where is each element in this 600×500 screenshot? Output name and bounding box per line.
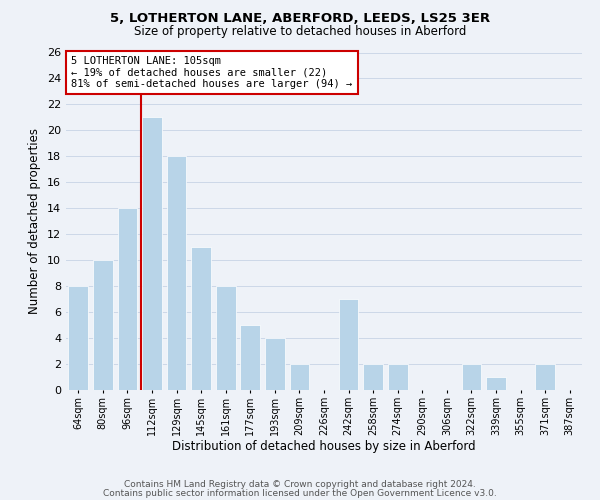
Bar <box>142 118 162 390</box>
Text: Contains HM Land Registry data © Crown copyright and database right 2024.: Contains HM Land Registry data © Crown c… <box>124 480 476 489</box>
Text: 5, LOTHERTON LANE, ABERFORD, LEEDS, LS25 3ER: 5, LOTHERTON LANE, ABERFORD, LEEDS, LS25… <box>110 12 490 26</box>
Bar <box>118 208 137 390</box>
Bar <box>388 364 407 390</box>
Y-axis label: Number of detached properties: Number of detached properties <box>28 128 41 314</box>
Bar <box>191 247 211 390</box>
Bar <box>167 156 187 390</box>
Bar <box>290 364 309 390</box>
Text: 5 LOTHERTON LANE: 105sqm
← 19% of detached houses are smaller (22)
81% of semi-d: 5 LOTHERTON LANE: 105sqm ← 19% of detach… <box>71 56 352 89</box>
Text: Contains public sector information licensed under the Open Government Licence v3: Contains public sector information licen… <box>103 488 497 498</box>
Bar <box>265 338 284 390</box>
Bar <box>486 377 506 390</box>
Bar <box>241 325 260 390</box>
Bar <box>461 364 481 390</box>
Bar <box>216 286 236 390</box>
Bar <box>364 364 383 390</box>
Text: Size of property relative to detached houses in Aberford: Size of property relative to detached ho… <box>134 25 466 38</box>
Bar <box>535 364 555 390</box>
Bar <box>339 299 358 390</box>
Bar <box>93 260 113 390</box>
X-axis label: Distribution of detached houses by size in Aberford: Distribution of detached houses by size … <box>172 440 476 454</box>
Bar <box>68 286 88 390</box>
